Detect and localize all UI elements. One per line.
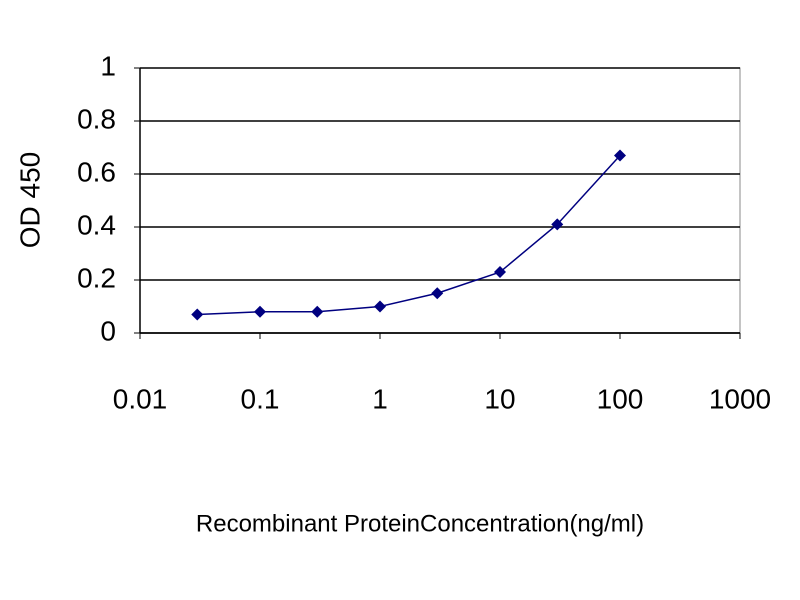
point-marker (374, 300, 386, 313)
y-tick-label: 0.2 (77, 262, 116, 293)
y-tick-label: 0.4 (77, 209, 116, 240)
x-tick-label: 0.01 (113, 383, 168, 414)
point-marker (551, 218, 564, 231)
x-axis-label: Recombinant ProteinConcentration(ng/ml) (196, 510, 644, 537)
series-line (197, 154, 621, 316)
y-axis-label: OD 450 (14, 152, 45, 249)
y-tick-label: 0.8 (77, 103, 116, 134)
point-marker (311, 305, 324, 318)
point-marker (191, 308, 204, 321)
y-tick-label: 0 (100, 315, 116, 346)
x-tick-label: 100 (597, 383, 644, 414)
y-tick-label: 1 (100, 50, 116, 81)
point-marker (614, 149, 626, 162)
point-marker (254, 305, 266, 318)
point-marker (431, 287, 444, 300)
x-tick-label: 1 (372, 383, 388, 414)
x-tick-label: 0.1 (241, 383, 280, 414)
x-tick-label: 1000 (709, 383, 771, 414)
y-tick-label: 0.6 (77, 156, 116, 187)
point-marker (494, 266, 506, 279)
x-tick-label: 10 (484, 383, 515, 414)
